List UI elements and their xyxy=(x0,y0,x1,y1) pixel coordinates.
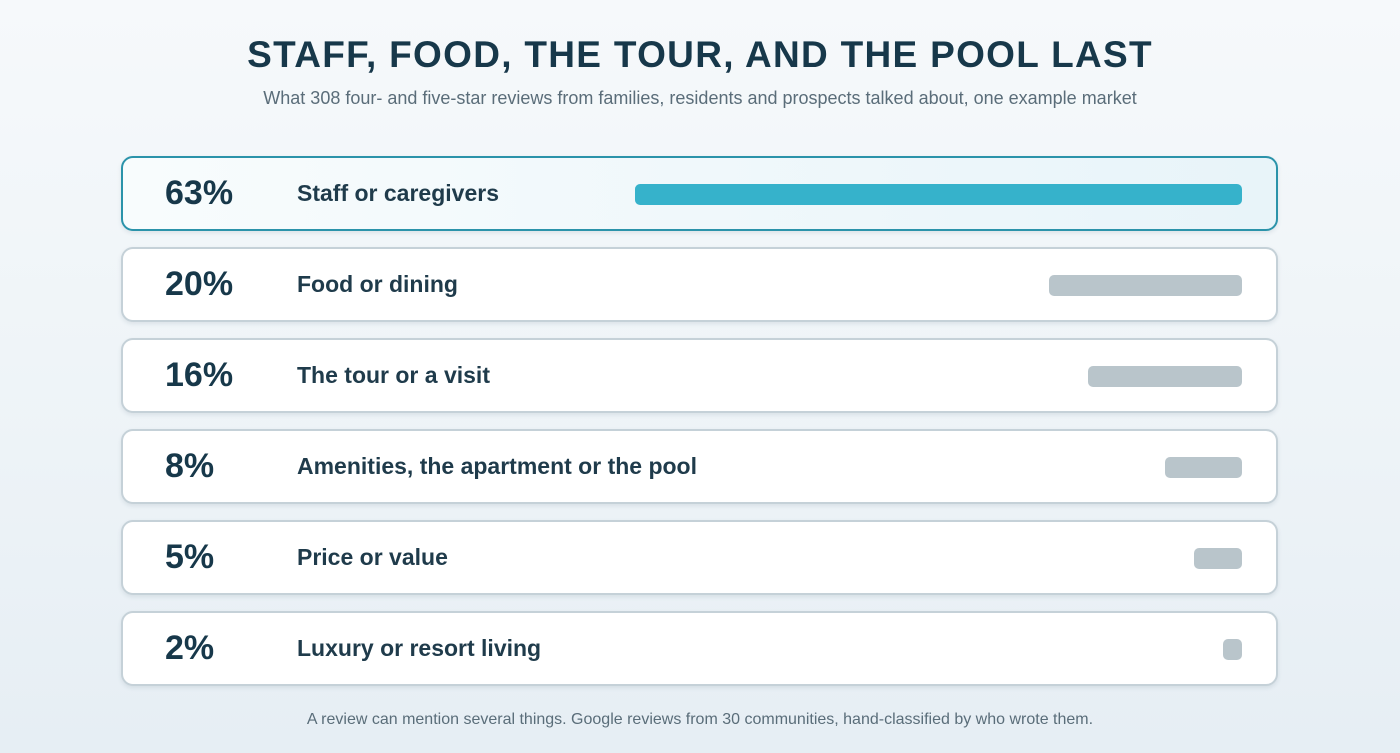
bar xyxy=(1222,639,1242,660)
chart-title: STAFF, FOOD, THE TOUR, AND THE POOL LAST xyxy=(247,34,1153,75)
bar xyxy=(1049,275,1242,296)
category-label: Price or value xyxy=(297,544,448,570)
chart-row: 63% Staff or caregivers xyxy=(121,156,1278,231)
chart-row: 20% Food or dining xyxy=(121,247,1278,322)
value-label: 20% xyxy=(165,265,234,303)
bar xyxy=(1193,548,1242,569)
category-label: Food or dining xyxy=(297,271,458,297)
category-label: Amenities, the apartment or the pool xyxy=(297,453,697,479)
bar xyxy=(1087,366,1242,387)
chart-row: 8% Amenities, the apartment or the pool xyxy=(121,429,1278,504)
value-label: 8% xyxy=(165,447,215,485)
chart-row: 16% The tour or a visit xyxy=(121,338,1278,413)
footnote: A review can mention several things. Goo… xyxy=(306,711,1094,728)
chart-subtitle: What 308 four- and five-star reviews fro… xyxy=(263,88,1137,108)
category-label: Staff or caregivers xyxy=(297,180,499,206)
bar xyxy=(635,184,1242,205)
value-label: 5% xyxy=(165,538,215,576)
category-label: Luxury or resort living xyxy=(297,635,542,661)
bar xyxy=(1164,457,1242,478)
value-label: 16% xyxy=(165,356,234,394)
value-label: 2% xyxy=(165,629,215,667)
chart-row: 5% Price or value xyxy=(121,520,1278,595)
category-label: The tour or a visit xyxy=(297,362,490,388)
chart-row: 2% Luxury or resort living xyxy=(121,611,1278,686)
value-label: 63% xyxy=(165,174,234,212)
